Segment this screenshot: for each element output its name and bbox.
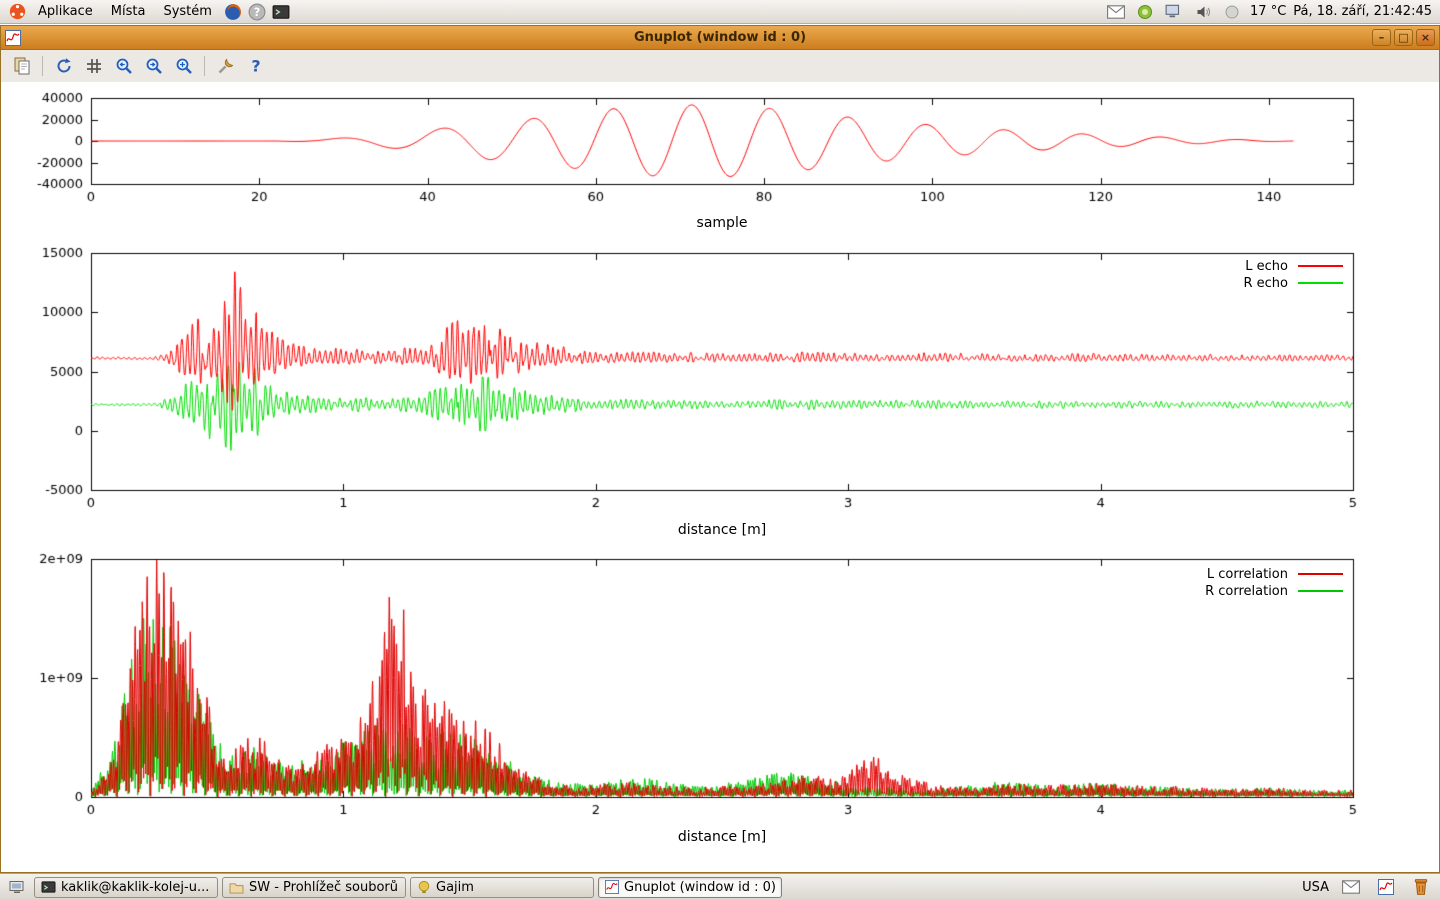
replot-icon[interactable] bbox=[51, 54, 76, 79]
legend-line-sample bbox=[1298, 573, 1343, 575]
chart1-xaxis-title: sample bbox=[696, 215, 748, 231]
update-notifier-icon[interactable] bbox=[1134, 1, 1156, 23]
toggle-grid-icon[interactable] bbox=[81, 54, 106, 79]
gnuplot-tray-icon[interactable] bbox=[1373, 876, 1399, 899]
window-title: Gnuplot (window id : 0) bbox=[633, 30, 807, 45]
taskbar-window-gnuplot[interactable]: Gnuplot (window id : 0) bbox=[598, 876, 782, 898]
distro-logo-icon[interactable] bbox=[6, 1, 28, 23]
close-button[interactable]: × bbox=[1416, 29, 1435, 46]
legend-line-sample bbox=[1298, 282, 1343, 284]
zoom-next-icon[interactable] bbox=[141, 54, 166, 79]
chart3-canvas[interactable] bbox=[1, 550, 1440, 850]
show-desktop-icon[interactable] bbox=[4, 876, 30, 899]
legend-label: R correlation bbox=[1205, 583, 1288, 599]
window-controls: – □ × bbox=[1372, 29, 1435, 46]
legend-entry: L echo bbox=[1243, 258, 1343, 274]
help-icon[interactable]: ? bbox=[243, 54, 268, 79]
legend-line-sample bbox=[1298, 265, 1343, 267]
legend-label: L echo bbox=[1245, 258, 1288, 274]
firefox-launcher-icon[interactable] bbox=[222, 1, 244, 23]
gnuplot-icon bbox=[605, 880, 619, 894]
titlebar[interactable]: Gnuplot (window id : 0) – □ × bbox=[1, 26, 1439, 50]
zoom-previous-icon[interactable] bbox=[111, 54, 136, 79]
mail-notify-icon[interactable] bbox=[1105, 1, 1127, 23]
panel-status-area: 17 °C Pá, 18. září, 21:42:45 bbox=[1105, 0, 1434, 23]
legend-line-sample bbox=[1298, 590, 1343, 592]
chart3-legend: L correlation R correlation bbox=[1205, 566, 1343, 599]
chart2-legend: L echo R echo bbox=[1243, 258, 1343, 291]
terminal-launcher-icon[interactable] bbox=[270, 1, 292, 23]
autoscale-icon[interactable] bbox=[171, 54, 196, 79]
menu-applications[interactable]: Aplikace bbox=[38, 4, 93, 19]
terminal-icon bbox=[41, 880, 56, 894]
chart2-xaxis-title: distance [m] bbox=[677, 522, 767, 538]
chart3-xaxis-title: distance [m] bbox=[677, 829, 767, 845]
taskbar-window-label: SW - Prohlížeč souborů bbox=[249, 879, 399, 895]
chart1-canvas[interactable] bbox=[1, 82, 1440, 242]
gnuplot-window: Gnuplot (window id : 0) – □ × bbox=[0, 25, 1440, 873]
plot-area: sample distance [m] distance [m] L echo … bbox=[1, 82, 1440, 872]
trash-icon[interactable] bbox=[1408, 876, 1434, 899]
volume-icon[interactable] bbox=[1192, 1, 1214, 23]
maximize-button[interactable]: □ bbox=[1394, 29, 1413, 46]
taskbar-window-filemanager[interactable]: SW - Prohlížeč souborů bbox=[222, 876, 406, 898]
menu-places[interactable]: Místa bbox=[110, 4, 146, 19]
legend-label: R echo bbox=[1243, 275, 1288, 291]
legend-entry: L correlation bbox=[1205, 566, 1343, 582]
svg-text:?: ? bbox=[254, 5, 261, 18]
taskbar-window-terminal[interactable]: kaklik@kaklik-kolej-u... bbox=[34, 876, 218, 898]
toolbar-separator bbox=[42, 56, 43, 76]
network-monitor-icon[interactable] bbox=[1163, 1, 1185, 23]
gajim-icon bbox=[417, 880, 431, 894]
taskbar-window-gajim[interactable]: Gajim bbox=[410, 876, 594, 898]
help-launcher-icon[interactable]: ? bbox=[246, 1, 268, 23]
taskbar-right-area: USA bbox=[1302, 876, 1436, 899]
weather-icon[interactable] bbox=[1221, 1, 1243, 23]
keyboard-layout-indicator[interactable]: USA bbox=[1302, 879, 1329, 895]
taskbar-window-label: kaklik@kaklik-kolej-u... bbox=[61, 879, 210, 895]
mail-icon[interactable] bbox=[1338, 876, 1364, 899]
taskbar: kaklik@kaklik-kolej-u... SW - Prohlížeč … bbox=[0, 873, 1440, 900]
top-panel: Aplikace Místa Systém ? bbox=[0, 0, 1440, 24]
gnuplot-window-icon bbox=[5, 29, 22, 46]
svg-text:?: ? bbox=[251, 57, 260, 76]
legend-entry: R correlation bbox=[1205, 583, 1343, 599]
minimize-button[interactable]: – bbox=[1372, 29, 1391, 46]
copy-clipboard-icon[interactable] bbox=[9, 54, 34, 79]
clock[interactable]: Pá, 18. září, 21:42:45 bbox=[1293, 4, 1432, 19]
panel-menus: Aplikace Místa Systém ? bbox=[6, 0, 292, 23]
taskbar-window-label: Gajim bbox=[436, 879, 474, 895]
temperature-readout[interactable]: 17 °C bbox=[1250, 4, 1287, 19]
folder-icon bbox=[229, 881, 244, 894]
legend-label: L correlation bbox=[1206, 566, 1288, 582]
legend-entry: R echo bbox=[1243, 275, 1343, 291]
chart2-canvas[interactable] bbox=[1, 242, 1440, 550]
toolbar-separator bbox=[204, 56, 205, 76]
toolbar: ? bbox=[1, 50, 1439, 83]
taskbar-window-label: Gnuplot (window id : 0) bbox=[624, 879, 775, 895]
menu-system[interactable]: Systém bbox=[163, 4, 212, 19]
configure-icon[interactable] bbox=[213, 54, 238, 79]
